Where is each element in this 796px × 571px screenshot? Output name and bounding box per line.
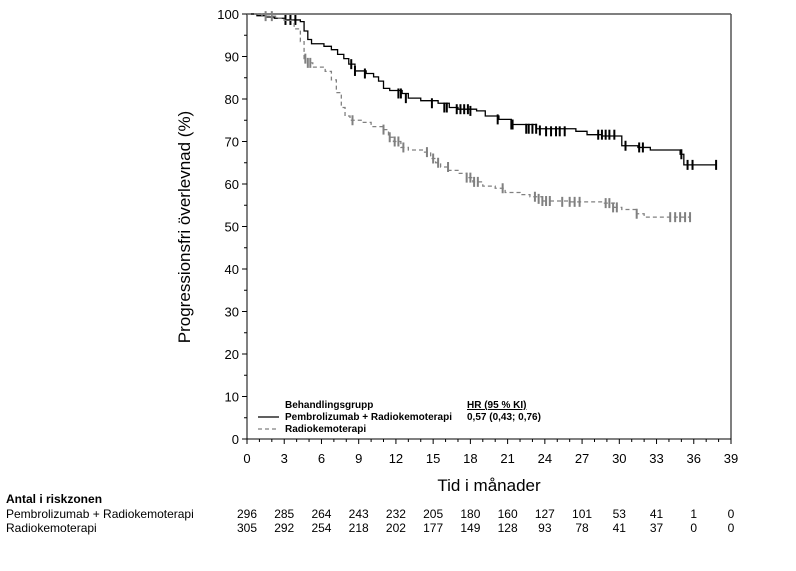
x-tick-label: 33 [649, 451, 663, 466]
legend-entry-radiokemoterapi: Radiokemoterapi [285, 424, 366, 435]
y-tick-label: 50 [225, 220, 239, 235]
risk-value: 1 [690, 507, 698, 521]
y-tick-label: 0 [232, 432, 239, 447]
x-axis: 0 3 6 9 12 15 18 21 24 27 30 33 36 39 [243, 439, 738, 466]
risk-value: 254 [311, 521, 332, 535]
x-axis-title: Tid i månader [437, 476, 541, 495]
x-tick-label: 15 [426, 451, 440, 466]
x-tick-label: 12 [389, 451, 403, 466]
x-tick-label: 6 [318, 451, 325, 466]
risk-value: 292 [274, 521, 295, 535]
y-tick-label: 30 [225, 305, 239, 320]
plot-frame [246, 13, 732, 440]
risk-value: 285 [274, 507, 295, 521]
risk-value: 37 [649, 521, 664, 535]
x-tick-label: 18 [463, 451, 477, 466]
x-tick-label: 30 [612, 451, 626, 466]
x-tick-label: 9 [355, 451, 362, 466]
survival-curves [247, 11, 718, 223]
legend-hr-header: HR (95 % KI) [467, 400, 526, 411]
risk-value: 160 [497, 507, 518, 521]
curve-radiokemoterapi [247, 13, 691, 218]
x-tick-label: 21 [500, 451, 514, 466]
risk-value: 0 [727, 521, 735, 535]
risk-value: 205 [423, 507, 444, 521]
y-tick-label: 40 [225, 262, 239, 277]
risk-value: 202 [385, 521, 406, 535]
y-tick-label: 20 [225, 347, 239, 362]
y-tick-label: 70 [225, 135, 239, 150]
risk-value: 243 [348, 507, 369, 521]
x-tick-label: 0 [243, 451, 250, 466]
legend-hr-value: 0,57 (0,43; 0,76) [467, 412, 541, 423]
risk-value: 0 [690, 521, 698, 535]
risk-value: 305 [236, 521, 258, 535]
x-tick-label: 3 [281, 451, 288, 466]
risk-row-label-pembrolizumab: Pembrolizumab + Radiokemoterapi [6, 507, 194, 521]
risk-value: 264 [311, 507, 332, 521]
x-tick-label: 39 [724, 451, 738, 466]
risk-value: 177 [423, 521, 444, 535]
risk-value: 128 [497, 521, 518, 535]
risk-value: 0 [727, 507, 735, 521]
risk-value: 218 [348, 521, 369, 535]
y-axis: 0 10 20 30 40 50 60 70 80 90 100 [217, 7, 247, 447]
y-tick-label: 100 [217, 7, 239, 22]
legend: Behandlingsgrupp HR (95 % KI) Pembrolizu… [258, 400, 541, 435]
curve-pembrolizumab-radiokemoterapi [247, 13, 717, 166]
risk-value: 127 [534, 507, 555, 521]
risk-value: 296 [236, 507, 258, 521]
y-axis-title: Progressionsfri överlevnad (%) [175, 111, 194, 343]
legend-entry-pembrolizumab: Pembrolizumab + Radiokemoterapi [285, 412, 452, 423]
risk-row-label-radiokemoterapi: Radiokemoterapi [6, 521, 97, 535]
risk-value: 78 [575, 521, 589, 535]
x-tick-label: 36 [687, 451, 701, 466]
risk-value: 41 [649, 507, 664, 521]
risk-value: 93 [538, 521, 552, 535]
risk-value: 232 [385, 507, 406, 521]
y-tick-label: 80 [225, 92, 239, 107]
risk-value: 180 [460, 507, 481, 521]
x-tick-label: 27 [575, 451, 589, 466]
risk-value: 53 [612, 507, 626, 521]
risk-table-title: Antal i riskzonen [6, 492, 103, 506]
y-tick-label: 90 [225, 50, 239, 65]
risk-value: 41 [612, 521, 626, 535]
legend-title: Behandlingsgrupp [285, 400, 373, 411]
risk-value: 149 [460, 521, 481, 535]
y-tick-label: 60 [225, 177, 239, 192]
y-tick-label: 10 [225, 390, 239, 405]
risk-value: 101 [572, 507, 593, 521]
x-tick-label: 24 [538, 451, 552, 466]
